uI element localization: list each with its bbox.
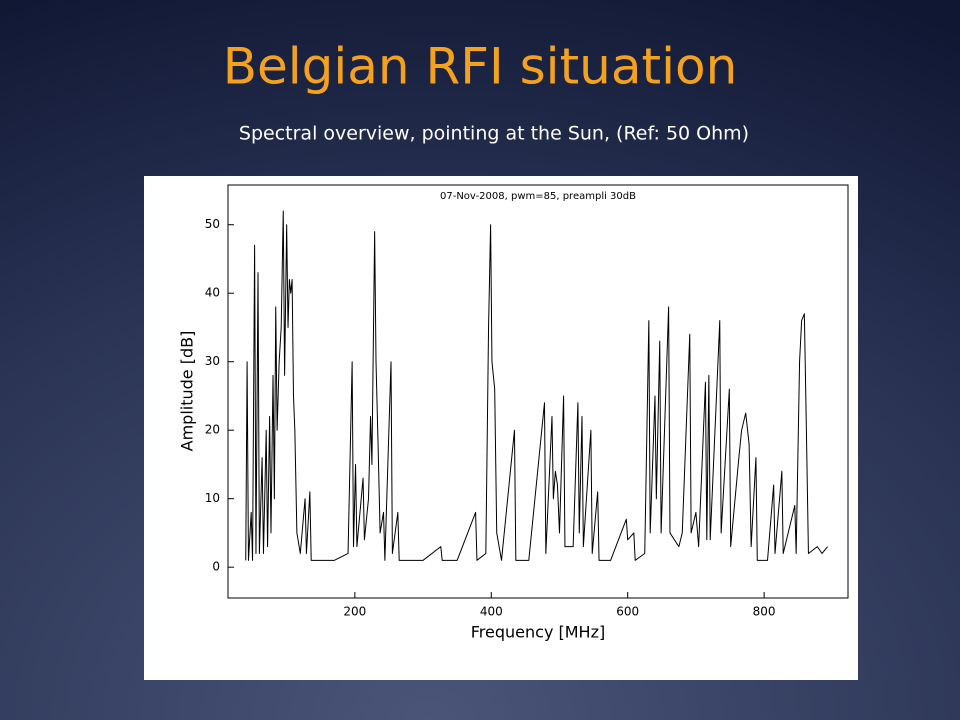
x-tick-label: 800 (753, 605, 776, 619)
plot-frame (227, 184, 849, 599)
x-tick-label: 200 (343, 605, 366, 619)
y-tick-label: 40 (205, 286, 220, 300)
slide-title: Belgian RFI situation (223, 38, 738, 96)
x-tick-label: 400 (480, 605, 503, 619)
x-axis-label: Frequency [MHz] (471, 623, 605, 642)
slide-subtitle: Spectral overview, pointing at the Sun, … (239, 123, 749, 145)
y-tick-label: 10 (205, 491, 220, 505)
x-tick-label: 600 (616, 605, 639, 619)
y-tick-label: 30 (205, 354, 220, 368)
chart-title: 07-Nov-2008, pwm=85, preampli 30dB (440, 191, 636, 202)
y-tick-label: 0 (212, 560, 220, 574)
y-tick-label: 50 (205, 217, 220, 231)
y-tick-label: 20 (205, 423, 220, 437)
y-axis-label: Amplitude [dB] (178, 331, 197, 452)
chart-panel (144, 176, 858, 680)
spectrum-line (245, 210, 828, 561)
